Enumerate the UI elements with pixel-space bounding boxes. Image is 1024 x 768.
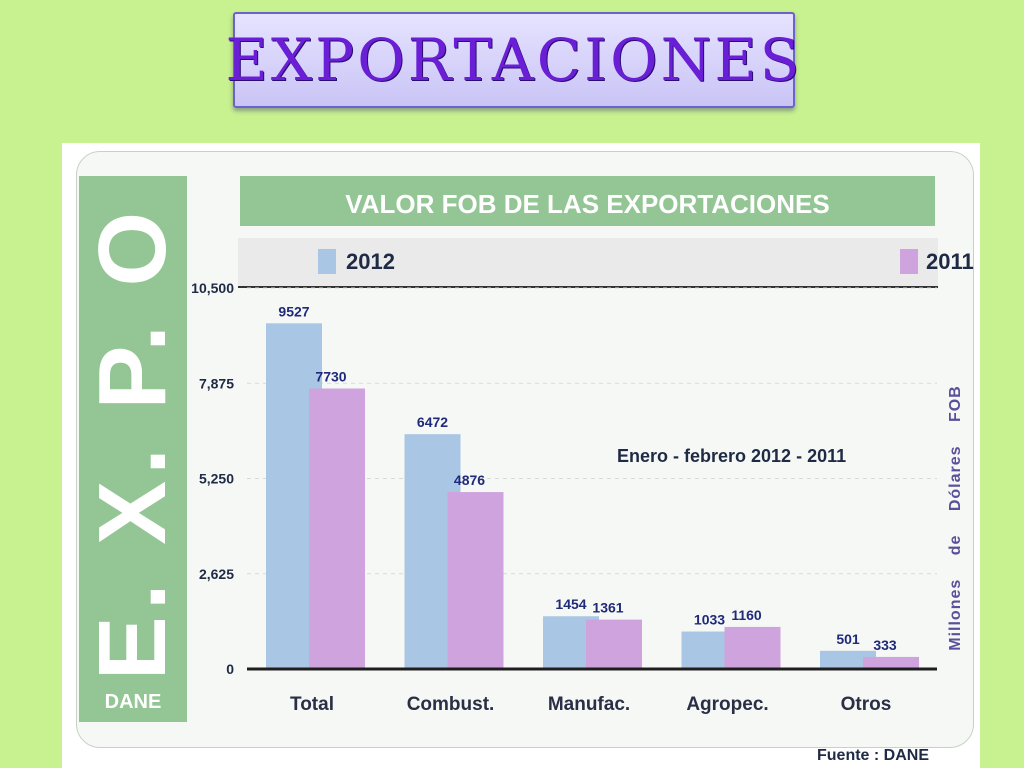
bar-chart: 0 2,625 5,250 7,875 10,500 9527 7730 6472 4876 1… — [191, 280, 937, 715]
data-label-2012-Total: 9527 — [278, 303, 309, 319]
y-tick-label: 5,250 — [199, 471, 234, 487]
source-note: Fuente : DANE — [817, 747, 929, 764]
bar-2011-Agropec. — [724, 626, 781, 669]
y-tick-label: 10,500 — [191, 280, 234, 296]
category-label: Combust. — [407, 694, 495, 715]
legend-label-2012: 2012 — [346, 249, 395, 274]
slide-title-box: EXPORTACIONES — [226, 12, 799, 108]
bar-2011-Combust. — [447, 492, 504, 669]
bar-2011-Total — [309, 388, 365, 669]
y-tick-label: 7,875 — [199, 375, 234, 391]
data-label-2011-Agropec.: 1160 — [731, 607, 762, 623]
data-label-2012-Combust.: 6472 — [417, 414, 448, 430]
chart-annotation: Enero - febrero 2012 - 2011 — [617, 446, 846, 466]
bar-2011-Otros — [863, 656, 919, 669]
data-label-2012-Otros: 501 — [836, 631, 860, 647]
bar-2011-Manufac. — [586, 619, 642, 669]
data-label-2011-Manufac.: 1361 — [592, 600, 623, 616]
bar-2012-Otros — [820, 650, 876, 669]
data-labels: 9527 7730 6472 4876 1454 1361 1033 1160 501 333 — [278, 303, 896, 653]
left-band — [79, 176, 187, 722]
y-tick-label: 0 — [226, 661, 234, 677]
slide-title: EXPORTACIONES — [225, 26, 803, 94]
category-label: Total — [290, 694, 334, 715]
category-label: Agropec. — [686, 694, 768, 715]
y-axis-title: Millones de Dólares FOB — [947, 385, 964, 651]
y-tick-label: 2,625 — [199, 566, 234, 582]
legend-swatch-2011 — [900, 249, 918, 274]
data-label-2011-Total: 7730 — [315, 369, 346, 385]
x-axis-categories: Total Combust. Manufac. Agropec. Otros — [290, 694, 891, 715]
bars — [266, 323, 919, 669]
legend-swatch-2012 — [318, 249, 336, 274]
category-label: Otros — [841, 694, 892, 715]
legend: 2012 2011 — [238, 238, 974, 288]
data-label-2012-Manufac.: 1454 — [555, 596, 586, 612]
data-label-2012-Agropec.: 1033 — [694, 612, 725, 628]
y-axis-ticks: 0 2,625 5,250 7,875 10,500 — [191, 280, 234, 677]
data-label-2011-Combust.: 4876 — [454, 472, 485, 488]
data-label-2011-Otros: 333 — [873, 637, 897, 653]
dane-label: DANE — [104, 691, 162, 713]
chart-header-band — [240, 176, 935, 226]
category-label: Manufac. — [548, 694, 630, 715]
legend-label-2011: 2011 — [926, 249, 974, 274]
chart-title: VALOR FOB DE LAS EXPORTACIONES — [345, 189, 830, 219]
chart-card: E. X. P. O DANE VALOR FOB DE LAS EXPORTA… — [62, 143, 980, 768]
